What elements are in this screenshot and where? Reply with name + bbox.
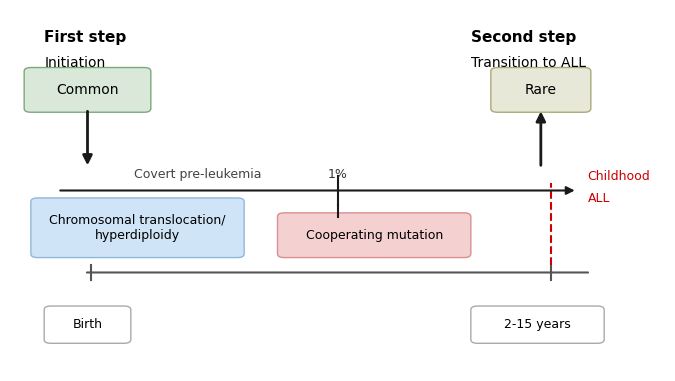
Text: Birth: Birth (72, 318, 103, 331)
Text: Transition to ALL: Transition to ALL (471, 56, 586, 70)
FancyBboxPatch shape (277, 213, 471, 258)
Text: Initiation: Initiation (44, 56, 105, 70)
FancyBboxPatch shape (471, 306, 604, 343)
Text: Cooperating mutation: Cooperating mutation (306, 229, 443, 242)
FancyBboxPatch shape (44, 306, 131, 343)
FancyBboxPatch shape (24, 67, 151, 112)
Text: First step: First step (44, 30, 126, 45)
Text: Second step: Second step (471, 30, 576, 45)
Text: 1%: 1% (327, 168, 348, 181)
Text: ALL: ALL (587, 192, 610, 205)
Text: Rare: Rare (525, 83, 557, 97)
Text: Chromosomal translocation/
hyperdiploidy: Chromosomal translocation/ hyperdiploidy (49, 214, 225, 242)
Text: Childhood: Childhood (587, 170, 650, 183)
Text: Common: Common (56, 83, 119, 97)
Text: 2-15 years: 2-15 years (504, 318, 571, 331)
Text: Covert pre-leukemia: Covert pre-leukemia (134, 168, 261, 181)
FancyBboxPatch shape (31, 198, 244, 258)
FancyBboxPatch shape (491, 67, 591, 112)
